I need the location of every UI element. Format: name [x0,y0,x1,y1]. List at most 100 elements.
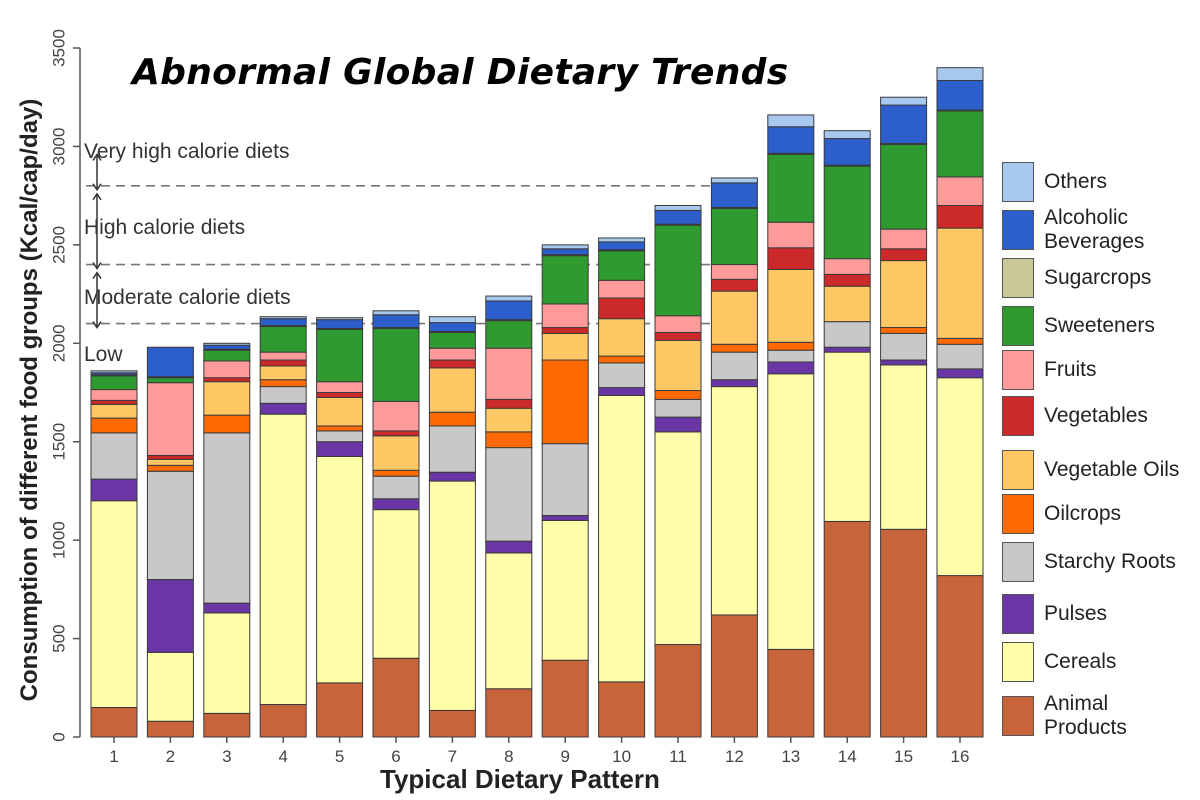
bar-segment [485,688,533,738]
bar-segment [485,295,533,302]
bar-segment [259,318,307,327]
bar-segment [259,359,307,367]
bar-segment [90,706,138,738]
legend-item-vegetables: Vegetables [1002,394,1198,438]
bar-segment [767,153,815,223]
zone-label-low: Low [84,343,123,366]
bar-segment [428,411,476,427]
bar-segment [710,278,758,292]
legend-item-oilcrops: Oilcrops [1002,492,1198,536]
bar-segment [880,143,928,230]
bar-segment [880,96,928,106]
bar-segment [936,377,984,577]
legend-item-cereals: Cereals [1002,640,1198,684]
y-tick-label: 2500 [49,226,68,264]
bar-segment [146,458,194,466]
bar-segment [203,414,251,434]
x-tick-label: 12 [725,747,744,766]
bar-segment [823,285,871,323]
bar-segment [372,310,420,316]
bar-segment [936,110,984,178]
bar-segment [316,381,364,393]
bar-segment [654,315,702,333]
bar-segment [710,379,758,388]
bar-segment [428,425,476,473]
x-tick-label: 2 [166,747,175,766]
y-tick-label: 1500 [49,423,68,461]
bar-segment [880,104,928,144]
bar-segment [428,316,476,324]
bar-segment [936,67,984,81]
bar-segment [654,643,702,738]
bar-segment [485,407,533,433]
bar-segment [90,370,138,374]
bar-segment [90,417,138,434]
bar-segment [372,498,420,511]
bar-segment [203,377,251,383]
bar-segment [316,396,364,427]
bar-segment [259,379,307,388]
x-tick-label: 7 [448,747,457,766]
bar-segment [146,470,194,581]
legend-item-fruits: Fruits [1002,348,1198,392]
legend-swatch [1002,642,1034,682]
bar-segment [654,204,702,211]
bar-segment [654,398,702,418]
bar-segment [203,349,251,362]
bar-segment [598,362,646,389]
bar-segment [598,237,646,243]
legend-swatch [1002,306,1034,346]
bar-segment [541,332,589,361]
bar-segment [710,264,758,280]
x-tick-label: 4 [278,747,287,766]
bar-segment [823,138,871,166]
x-tick-label: 14 [838,747,857,766]
bar-segment [146,377,194,384]
x-tick-label: 5 [335,747,344,766]
bar-segment [880,528,928,738]
legend-label: Vegetables [1044,404,1148,427]
bar-segment [654,431,702,645]
bar-segment [90,399,138,405]
legend-swatch [1002,594,1034,634]
bar-segment [203,342,251,346]
bar-segment [372,328,420,402]
bar-segment [485,552,533,690]
bar-segment [767,341,815,351]
bar-segment [259,704,307,738]
legend-swatch [1002,396,1034,436]
bar-segment [372,430,420,437]
bar-segment [767,247,815,270]
bar-segment [428,322,476,332]
legend-swatch [1002,494,1034,534]
bar-segment [598,394,646,683]
bar-segment [428,331,476,349]
zone-arrow [92,271,102,329]
legend-item-sugarcrops: Sugarcrops [1002,256,1198,300]
bar-segment [203,712,251,738]
bar-segment [485,431,533,449]
bar-segment [767,126,815,154]
bar-segment [767,361,815,375]
bar-segment [767,268,815,343]
bar-segment [710,290,758,345]
bar-segment [541,519,589,661]
bar-segment [936,79,984,111]
bar-segment [880,327,928,334]
bar-segment [541,659,589,738]
bar-segment [880,332,928,361]
legend-label: Fruits [1044,358,1097,381]
bar-segment [428,347,476,361]
bar-segment [654,224,702,317]
bar-segment [936,337,984,345]
bar-segment [485,300,533,321]
bar-segment [710,614,758,738]
y-tick-label: 500 [49,624,68,652]
bar-segment [203,360,251,379]
legend-swatch [1002,350,1034,390]
bar-segment [541,443,589,517]
legend-label: Sugarcrops [1044,266,1152,289]
legend-item-others: Others [1002,160,1198,204]
bar-segment [880,260,928,329]
